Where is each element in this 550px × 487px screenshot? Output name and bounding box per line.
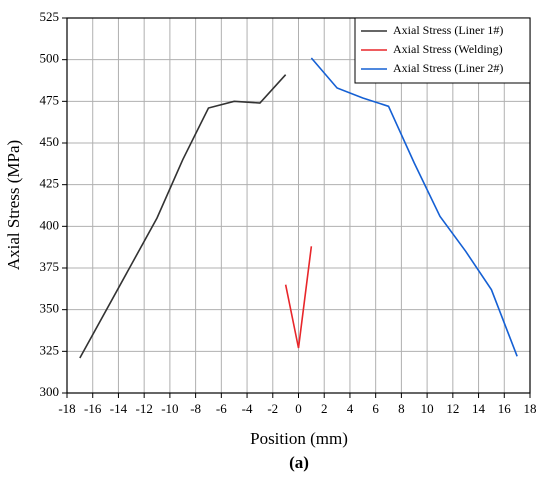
y-tick-label: 500 (40, 51, 60, 66)
y-tick-label: 300 (40, 384, 60, 399)
y-tick-label: 525 (40, 9, 60, 24)
x-tick-label: -6 (216, 401, 227, 416)
x-tick-label: -18 (58, 401, 75, 416)
y-tick-label: 475 (40, 92, 60, 107)
legend-label: Axial Stress (Liner 2#) (393, 61, 503, 75)
x-tick-label: 0 (295, 401, 302, 416)
y-tick-label: 400 (40, 217, 60, 232)
x-tick-label: 10 (421, 401, 434, 416)
x-tick-label: 16 (498, 401, 512, 416)
y-tick-label: 325 (40, 342, 60, 357)
caption: (a) (289, 453, 309, 472)
legend-label: Axial Stress (Welding) (393, 42, 503, 56)
x-tick-label: -16 (84, 401, 102, 416)
y-axis-title: Axial Stress (MPa) (4, 140, 23, 270)
y-tick-label: 375 (40, 259, 60, 274)
y-tick-label: 350 (40, 301, 60, 316)
x-axis-title: Position (mm) (250, 429, 348, 448)
x-tick-label: -2 (267, 401, 278, 416)
legend-label: Axial Stress (Liner 1#) (393, 23, 503, 37)
x-tick-label: -14 (110, 401, 128, 416)
plot-frame (66, 17, 531, 394)
series-line (284, 246, 313, 349)
x-tick-label: -12 (135, 401, 152, 416)
x-tick-label: 4 (347, 401, 354, 416)
x-tick-label: 18 (524, 401, 537, 416)
series-line (79, 74, 287, 359)
y-tick-label: 450 (40, 134, 60, 149)
series-line (310, 57, 518, 357)
x-tick-label: -8 (190, 401, 201, 416)
x-tick-label: 2 (321, 401, 328, 416)
y-tick-label: 425 (40, 176, 60, 191)
x-tick-label: 6 (372, 401, 379, 416)
x-tick-label: -10 (161, 401, 178, 416)
x-tick-label: 8 (398, 401, 405, 416)
x-tick-label: 12 (446, 401, 459, 416)
x-tick-label: -4 (242, 401, 253, 416)
x-tick-label: 14 (472, 401, 486, 416)
